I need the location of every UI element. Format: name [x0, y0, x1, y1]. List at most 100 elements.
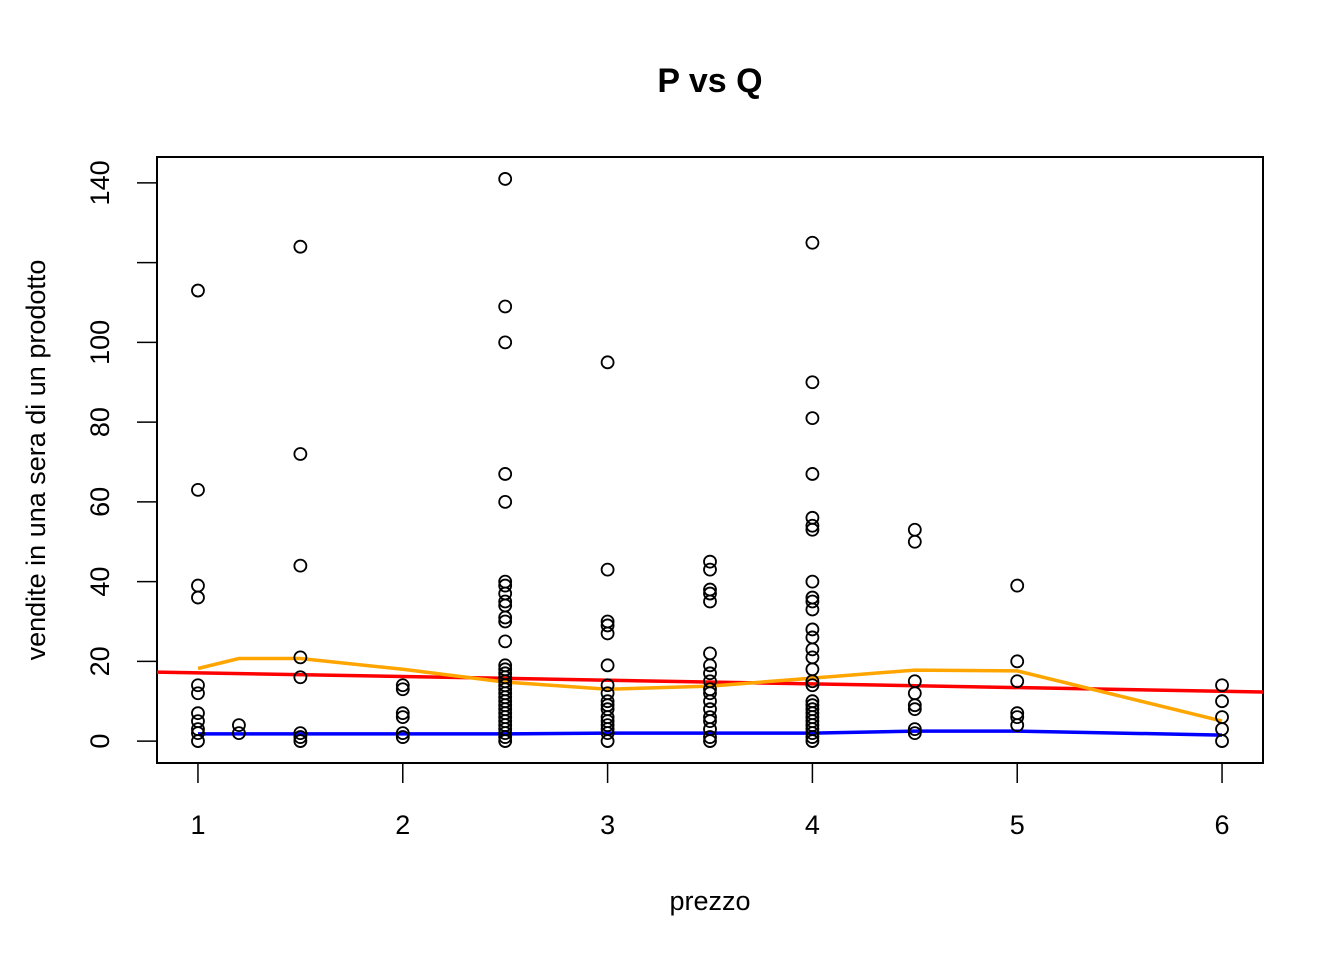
data-point: [498, 734, 513, 748]
data-point: [1010, 578, 1025, 593]
data-point: [703, 646, 717, 661]
data-point: [805, 411, 820, 426]
series-lines: [156, 656, 1264, 737]
data-point: [498, 335, 513, 350]
data-point: [293, 447, 308, 461]
data-point: [498, 578, 513, 593]
data-point: [703, 666, 717, 681]
y-axis-label: vendite in una sera di un prodotto: [21, 260, 51, 661]
data-point: [600, 718, 615, 733]
data-point: [191, 734, 205, 748]
data-point: [907, 722, 922, 737]
data-point: [498, 299, 513, 314]
data-point: [232, 726, 246, 740]
data-point: [805, 522, 820, 537]
data-point: [498, 467, 513, 481]
data-point: [395, 730, 410, 744]
data-point: [498, 172, 513, 186]
x-axis-label: prezzo: [669, 886, 750, 916]
y-axis: 0 20 40 60 80 100 140: [85, 160, 157, 749]
data-point: [1215, 722, 1229, 737]
data-point: [907, 522, 922, 537]
x-tick-label: 2: [395, 810, 410, 840]
data-point: [498, 730, 513, 744]
x-tick-label: 3: [600, 810, 615, 840]
data-point: [703, 714, 717, 729]
data-point: [395, 726, 410, 740]
data-point: [191, 283, 205, 298]
data-point: [293, 650, 308, 665]
y-tick-label: 140: [85, 160, 115, 205]
data-point: [805, 726, 820, 740]
data-point: [191, 686, 205, 701]
data-point: [293, 239, 308, 254]
data-point: [805, 622, 820, 637]
y-tick-label: 40: [85, 567, 115, 597]
data-point: [805, 674, 820, 689]
data-point: [703, 594, 717, 609]
x-axis: 1 2 3 4 5 6: [190, 762, 1230, 840]
data-point: [703, 686, 717, 701]
data-point: [600, 562, 615, 577]
data-point: [600, 734, 615, 748]
data-point: [703, 586, 717, 601]
data-point: [600, 355, 615, 370]
data-point: [1215, 734, 1229, 748]
data-point: [600, 678, 615, 693]
data-point: [907, 686, 922, 701]
data-point: [293, 558, 308, 573]
data-point: [498, 634, 513, 649]
data-point: [907, 702, 922, 717]
data-point: [600, 618, 615, 633]
data-point: [1010, 710, 1025, 725]
data-point: [600, 726, 615, 740]
data-point: [1010, 718, 1025, 733]
data-point: [600, 658, 615, 673]
data-point: [1010, 674, 1025, 689]
chart-title: P vs Q: [657, 62, 762, 100]
data-point: [703, 734, 717, 748]
data-point: [805, 574, 820, 589]
data-points: [191, 172, 1229, 748]
data-point: [498, 610, 513, 625]
data-point: [395, 682, 410, 697]
data-point: [1010, 654, 1025, 669]
data-point: [703, 562, 717, 577]
data-point: [805, 630, 820, 645]
data-point: [191, 706, 205, 721]
data-point: [907, 698, 922, 713]
data-point: [498, 726, 513, 740]
data-point: [805, 235, 820, 250]
x-tick-label: 4: [805, 810, 820, 840]
data-point: [805, 375, 820, 390]
y-tick-label: 20: [85, 646, 115, 676]
data-point: [395, 706, 410, 721]
series-line-median-line: [198, 729, 1223, 737]
data-point: [805, 730, 820, 744]
data-point: [703, 730, 717, 744]
data-point: [191, 483, 205, 497]
data-point: [293, 730, 308, 744]
data-point: [805, 650, 820, 665]
y-tick-label: 60: [85, 487, 115, 517]
data-point: [600, 694, 615, 709]
data-point: [1215, 678, 1229, 693]
data-point: [498, 614, 513, 629]
data-point: [191, 726, 205, 740]
data-point: [805, 662, 820, 677]
data-point: [1215, 710, 1229, 725]
data-point: [191, 578, 205, 593]
data-point: [191, 590, 205, 605]
data-point: [232, 718, 246, 733]
data-point: [498, 594, 513, 609]
data-point: [805, 467, 820, 481]
y-tick-label: 80: [85, 407, 115, 437]
data-point: [703, 554, 717, 569]
series-line-linear-fit: [156, 670, 1264, 694]
data-point: [805, 602, 820, 617]
x-tick-label: 6: [1215, 810, 1230, 840]
data-point: [805, 642, 820, 657]
series-line-smooth: [197, 656, 1223, 723]
x-tick-label: 1: [190, 810, 205, 840]
